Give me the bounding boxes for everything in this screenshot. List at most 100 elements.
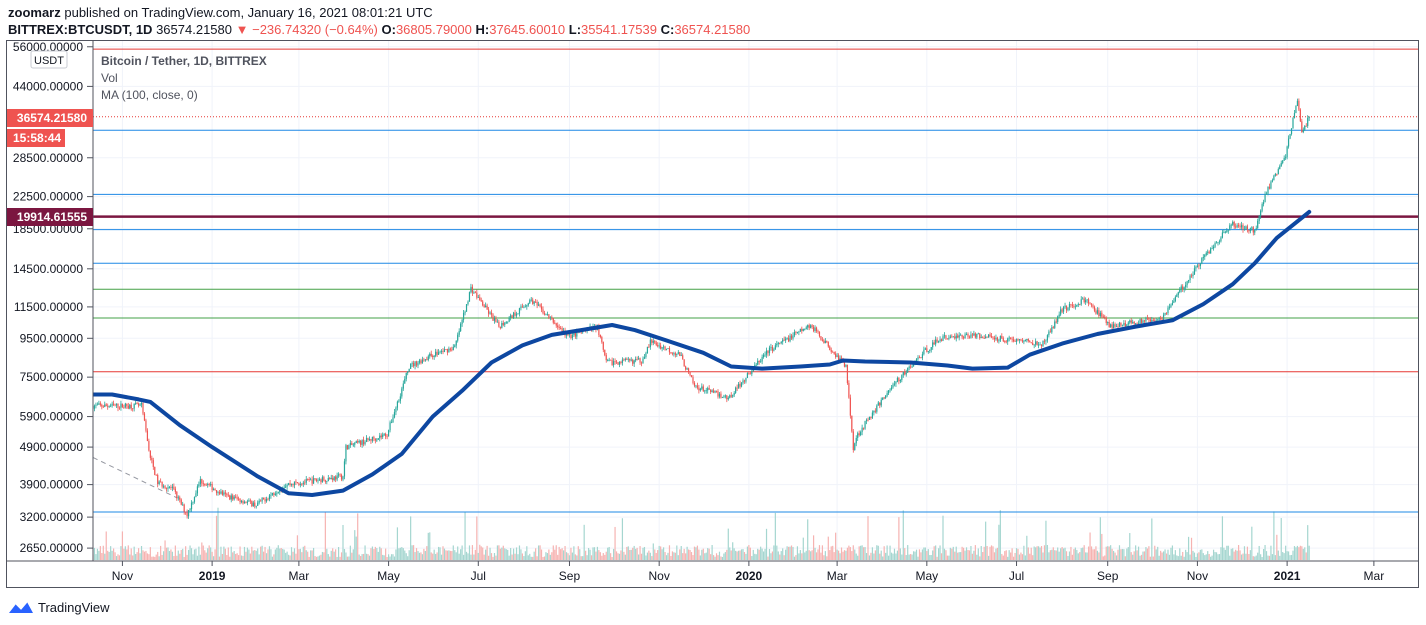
volume-bar [112,548,115,560]
footer[interactable]: TradingView [8,598,110,616]
volume-bar [136,552,138,560]
candle-body [212,489,215,491]
volume-bar [252,550,254,560]
volume-bar [271,556,274,560]
candle-body [137,403,140,406]
volume-bar [508,555,510,560]
price-chart[interactable]: 56000.0000044000.0000028500.0000022500.0… [7,40,1418,587]
volume-bar [1139,555,1141,560]
candle-body [343,461,346,477]
candle-body [599,334,601,338]
candle-body [101,404,103,407]
volume-bar [1298,547,1300,560]
candle-body [687,368,690,372]
volume-bar [596,546,599,560]
volume-bar [158,556,160,560]
candle-body [1271,180,1274,182]
candle-body [745,377,747,382]
time-axis[interactable]: Nov 2019 Mar May Jul Sep Nov 2020 Mar May Jul Sep No… [112,561,1384,583]
volume-bar [298,549,300,560]
volume-bar [1227,545,1229,560]
candle-body [843,361,846,367]
volume-bar [774,512,776,560]
candle-body [770,346,772,348]
volume-bar [1146,548,1149,560]
candle-body [808,325,810,329]
volume-bar [195,548,197,560]
candle-body [839,357,841,361]
candle-body [110,405,112,407]
volume-bar [726,549,728,560]
candle-body [692,377,694,383]
candle-body [377,438,379,440]
candle-body [755,364,757,366]
volume-bar [1040,546,1043,560]
volume-bar [1249,550,1251,560]
candle-body [1083,298,1085,303]
volume-bar [1251,526,1253,560]
volume-bar [102,545,104,560]
volume-bar [386,556,388,560]
candle-body [1062,306,1065,312]
volume-bar [940,553,943,560]
volume-bar [1158,555,1160,560]
candle-body [411,363,413,364]
candle-body [724,395,726,397]
candle-body [858,433,860,435]
chart-pane[interactable]: 56000.00000 44000.00000 28500.00000 22500.0… [6,40,1419,588]
volume-bar [273,554,275,560]
candle-body [958,335,960,338]
candle-body [1245,226,1247,229]
candle-body [876,405,878,412]
candle-body [298,483,300,485]
ma-100-line [91,209,1312,497]
volume-bar [699,555,701,560]
candle-body [127,405,129,409]
volume-bar [524,551,526,560]
candle-body [358,440,360,443]
grid [93,41,1418,561]
volume-bar [458,553,460,560]
volume-bar [365,553,368,560]
volume-bar [1212,549,1215,560]
volume-bar [990,545,993,560]
candle-body [324,480,326,482]
candle-body [96,404,99,406]
volume-bar [968,550,971,560]
volume-bar [733,548,735,560]
candle-body [611,360,613,366]
volume-bar [242,555,244,560]
volume-bar [223,546,225,560]
volume-bar [390,554,393,560]
volume-bar [933,546,935,560]
candle-body [1140,319,1143,323]
candle-body [374,438,376,441]
volume-bar [1151,518,1153,560]
volume-bar [215,515,218,560]
volume-bar [798,553,800,560]
volume-bar [145,550,147,560]
candle-body [136,403,138,405]
volume-bar [762,551,765,560]
volume-bar [1045,520,1047,560]
volume-bar [237,555,240,560]
candle-body [207,484,209,486]
volume-bar [602,553,604,560]
candle-body [1008,337,1010,339]
currency-badge[interactable]: USDT [30,50,68,69]
volume-bar [1302,548,1304,560]
candle-body [880,399,882,406]
candle-body [1035,341,1037,345]
candle-body [830,350,832,352]
candle-body [393,412,396,418]
volume-bar [282,548,284,560]
candle-body [835,353,837,357]
volume-bar [826,556,828,560]
volume-bar [1171,545,1174,560]
candle-body [1123,323,1125,325]
volume-bar [842,551,844,560]
candle-body [1257,220,1259,229]
candle-body [1236,225,1238,228]
candle-body [332,478,334,481]
price-tick-label: 44000.00000 [13,79,83,93]
